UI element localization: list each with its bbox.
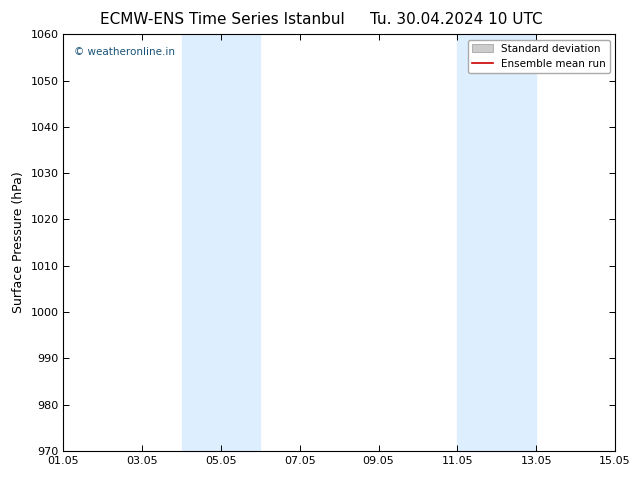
Text: ECMW-ENS Time Series Istanbul: ECMW-ENS Time Series Istanbul	[100, 12, 344, 27]
Bar	[457, 34, 536, 451]
Legend: Standard deviation, Ensemble mean run: Standard deviation, Ensemble mean run	[467, 40, 610, 73]
Bar	[181, 34, 261, 451]
Y-axis label: Surface Pressure (hPa): Surface Pressure (hPa)	[12, 172, 25, 314]
Text: © weatheronline.in: © weatheronline.in	[74, 47, 176, 57]
Text: Tu. 30.04.2024 10 UTC: Tu. 30.04.2024 10 UTC	[370, 12, 543, 27]
